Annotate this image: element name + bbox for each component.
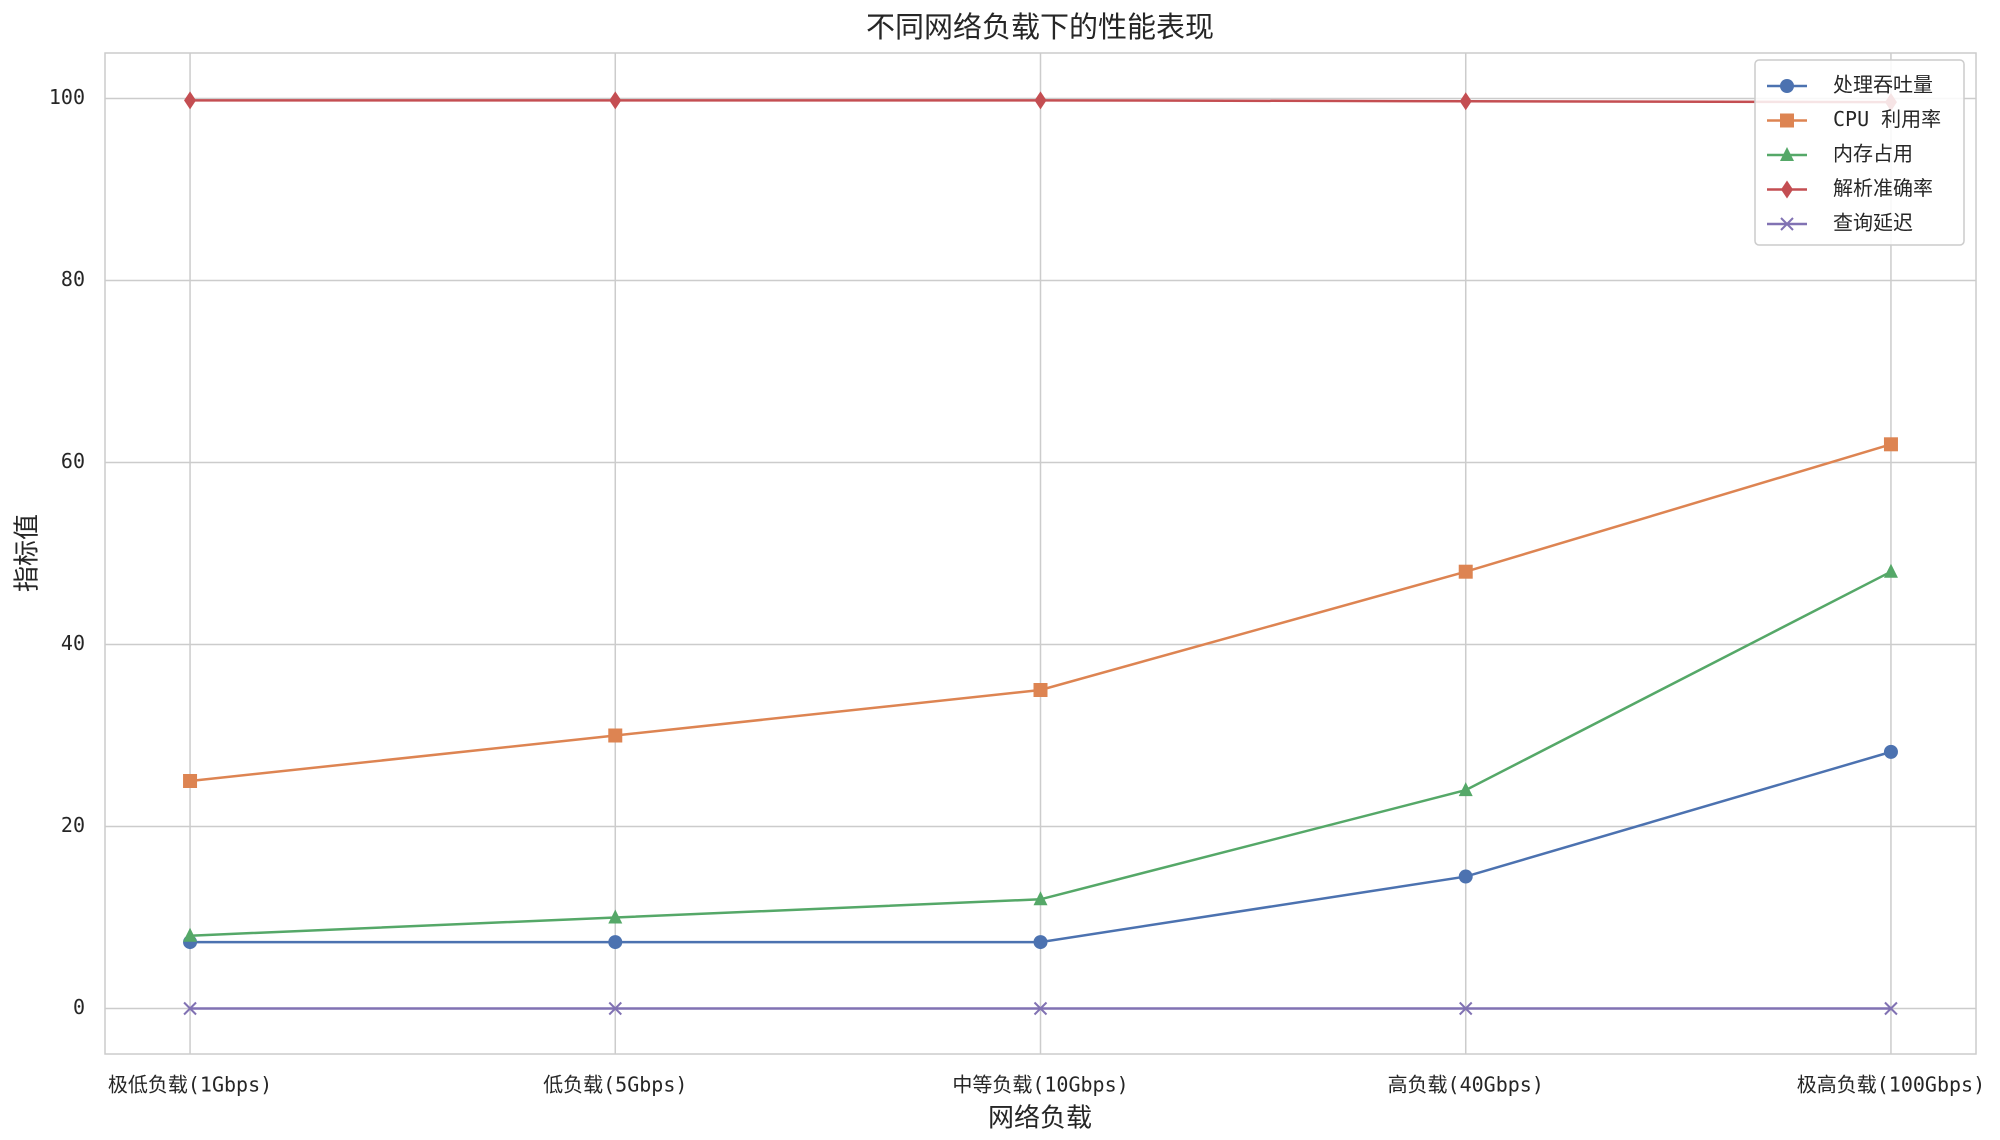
- legend-label: 处理吞吐量: [1833, 73, 1933, 97]
- y-tick-label: 20: [61, 813, 85, 837]
- plot-frame: [104, 52, 1977, 1055]
- marker: [1781, 180, 1793, 199]
- x-tick-label: 极低负载(1Gbps): [108, 1073, 272, 1097]
- marker: [1883, 744, 1898, 759]
- marker: [608, 909, 623, 924]
- chart-title: 不同网络负载下的性能表现: [866, 10, 1214, 44]
- marker: [1034, 91, 1047, 110]
- legend-label: 查询延迟: [1833, 211, 1913, 235]
- marker: [1458, 782, 1473, 797]
- y-tick-label: 40: [61, 631, 85, 655]
- legend-box: [1754, 59, 1965, 246]
- y-tick-label: 100: [49, 85, 85, 109]
- marker: [1458, 564, 1473, 579]
- y-tick-label: 60: [61, 449, 85, 473]
- marker: [183, 774, 198, 788]
- legend-label: CPU 利用率: [1833, 107, 1941, 131]
- legend-label: 解析准确率: [1833, 176, 1933, 200]
- marker: [1033, 891, 1048, 906]
- x-axis-label: 网络负载: [988, 1104, 1092, 1134]
- marker: [1033, 935, 1048, 950]
- marker: [1780, 217, 1794, 231]
- x-tick-label: 高负载(40Gbps): [1388, 1073, 1544, 1097]
- y-tick-label: 0: [73, 995, 85, 1019]
- x-tick-label: 中等负载(10Gbps): [952, 1073, 1128, 1097]
- marker: [1780, 147, 1794, 161]
- x-tick-label: 低负载(5Gbps): [543, 1073, 687, 1097]
- marker: [1780, 113, 1794, 128]
- marker: [183, 1001, 197, 1016]
- marker: [1884, 1001, 1898, 1016]
- y-tick-label: 80: [61, 267, 85, 291]
- marker: [1780, 79, 1794, 93]
- marker: [1458, 869, 1473, 884]
- marker: [1459, 1001, 1473, 1016]
- marker: [609, 91, 622, 110]
- marker: [1883, 563, 1898, 578]
- marker: [608, 935, 623, 950]
- marker: [608, 1001, 622, 1016]
- marker: [1883, 437, 1898, 452]
- marker: [608, 728, 623, 743]
- x-tick-label: 极高负载(100Gbps): [1797, 1073, 1985, 1097]
- y-axis-label: 指标值: [13, 514, 43, 592]
- marker: [1459, 92, 1472, 111]
- marker: [1033, 683, 1048, 697]
- marker: [184, 91, 197, 110]
- marker: [183, 927, 198, 942]
- marker: [1033, 1001, 1048, 1016]
- legend-label: 内存占用: [1833, 142, 1913, 166]
